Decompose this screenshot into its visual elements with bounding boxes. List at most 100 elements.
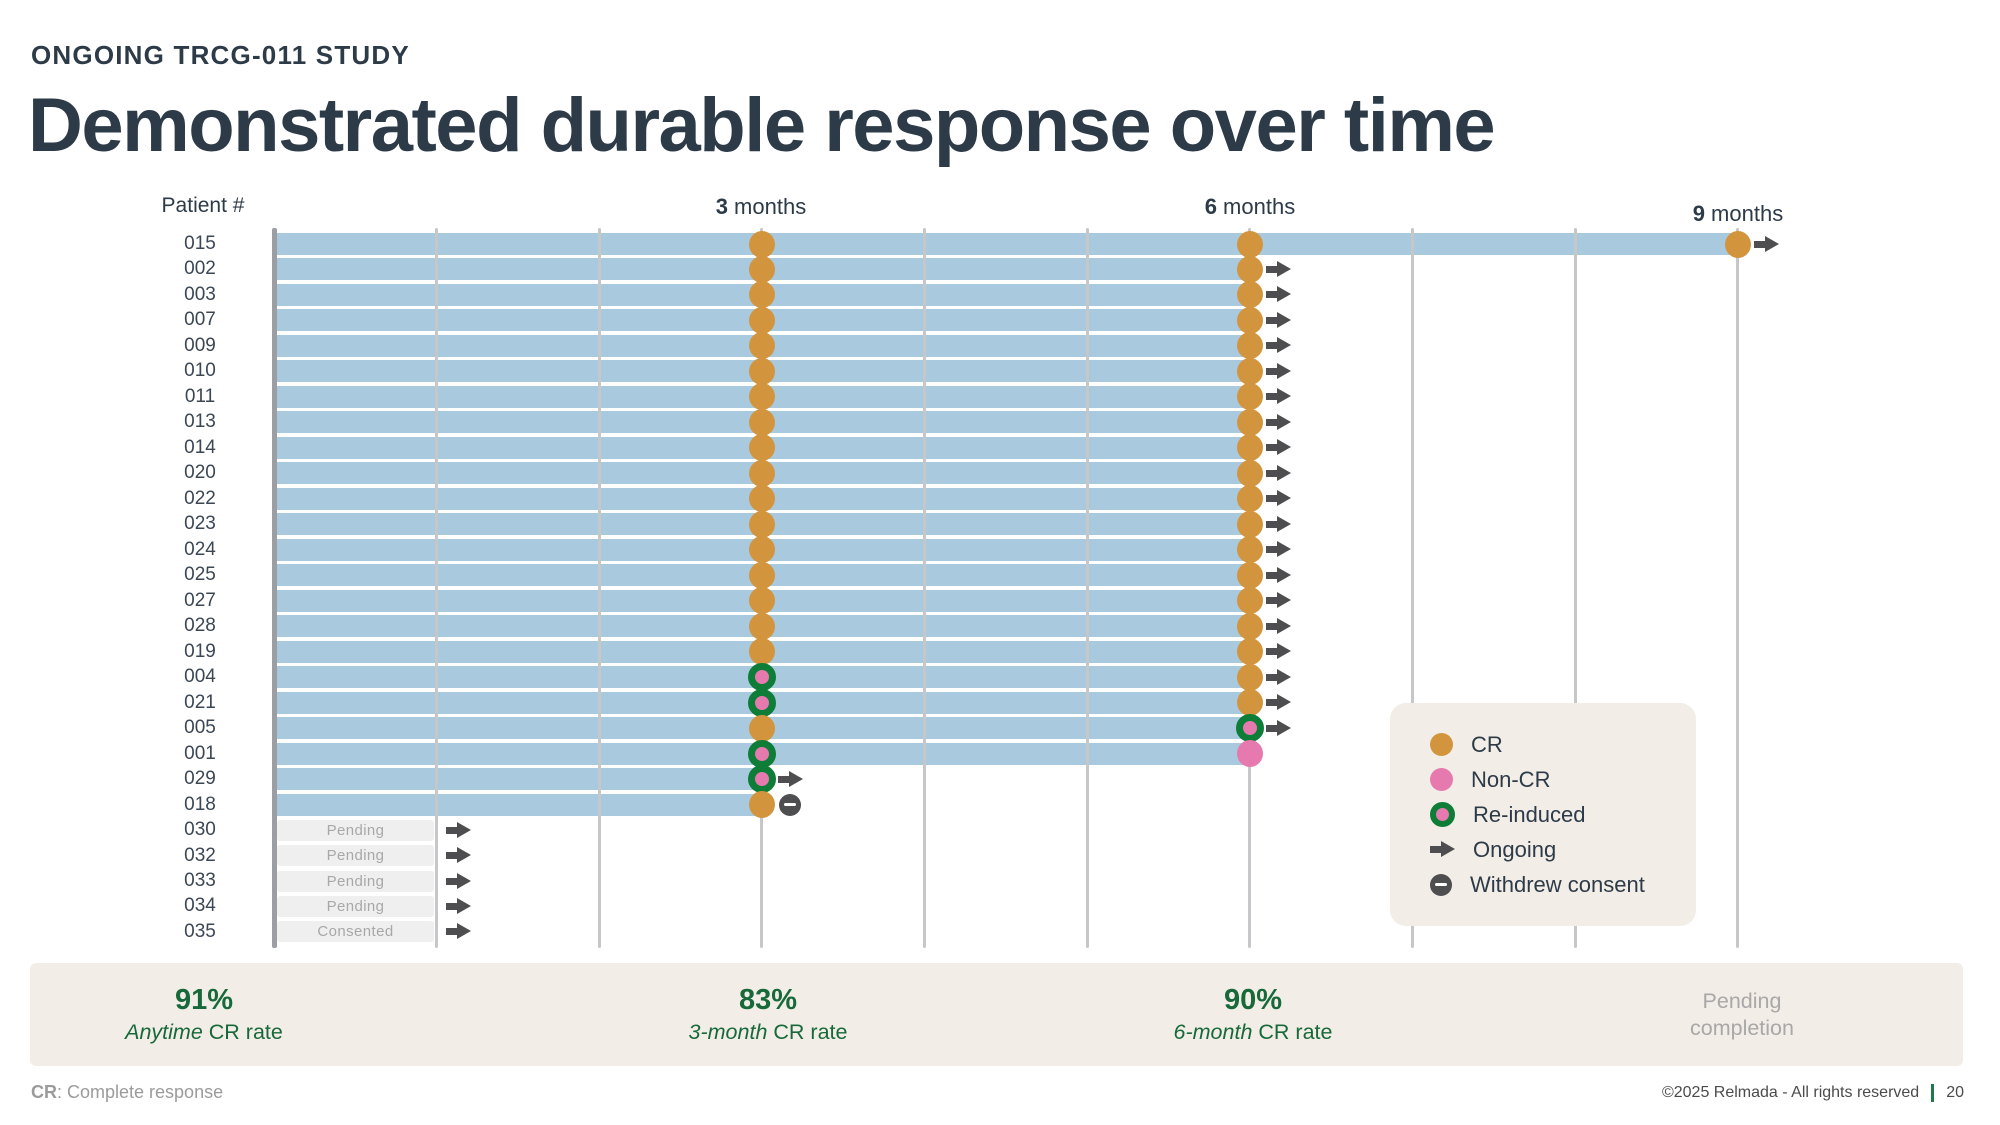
cr-marker xyxy=(1236,510,1263,538)
cr-marker xyxy=(1236,638,1263,666)
non-cr-marker xyxy=(1236,740,1263,768)
summary-stats-band: 91% Anytime CR rate 83% 3-month CR rate … xyxy=(30,963,1963,1066)
gridline-month-2 xyxy=(597,228,601,948)
cr-marker xyxy=(1236,306,1263,334)
patient-id-label: 035 xyxy=(184,920,216,942)
status-box: Consented xyxy=(277,921,434,943)
status-box-label: Pending xyxy=(326,821,385,839)
ongoing-arrow-icon xyxy=(1265,311,1291,329)
cr-marker xyxy=(748,332,775,360)
patient-id-label: 019 xyxy=(184,640,216,662)
ongoing-arrow-icon xyxy=(446,872,471,890)
stat-pending-completion: Pending completion xyxy=(1690,988,1794,1040)
ongoing-arrow-icon xyxy=(1265,337,1291,354)
cr-marker xyxy=(748,281,775,309)
cr-marker-icon xyxy=(1430,733,1453,756)
axis-tick-3-months: 3 months xyxy=(715,194,807,219)
status-box-label: Consented xyxy=(317,923,394,941)
patient-id-label: 005 xyxy=(184,717,216,739)
patient-id-label: 003 xyxy=(184,283,216,305)
patient-id-label: 027 xyxy=(184,589,216,611)
page-title: Demonstrated durable response over time xyxy=(28,83,1496,168)
patient-id-label: 028 xyxy=(184,615,216,637)
y-axis-line xyxy=(271,228,277,948)
cr-marker xyxy=(1236,408,1263,436)
ongoing-arrow-icon xyxy=(1430,841,1455,858)
patient-id-label: 020 xyxy=(184,462,216,484)
gridline-month-1 xyxy=(435,228,439,948)
page-separator xyxy=(1931,1084,1935,1102)
copyright-line: ©2025 Relmada - All rights reserved 20 xyxy=(1661,1084,1964,1102)
ongoing-arrow-icon xyxy=(1265,260,1291,278)
cr-marker xyxy=(748,434,775,462)
stat-anytime-cr-rate: 91% Anytime CR rate xyxy=(125,983,283,1045)
gridline-month-9 xyxy=(1736,228,1740,948)
patient-id-label: 007 xyxy=(184,309,216,331)
page-number: 20 xyxy=(1946,1084,1964,1101)
status-box: Pending xyxy=(277,870,434,892)
cr-marker xyxy=(1236,689,1263,717)
status-box: Pending xyxy=(277,895,434,917)
ongoing-arrow-icon xyxy=(1753,235,1779,253)
cr-marker xyxy=(1236,485,1263,513)
cr-marker xyxy=(1236,536,1263,564)
patient-id-label: 033 xyxy=(184,870,216,891)
patient-id-label: 024 xyxy=(184,538,216,560)
cr-marker xyxy=(748,561,775,589)
cr-marker xyxy=(1724,230,1751,258)
ongoing-arrow-icon xyxy=(1265,617,1291,635)
patient-id-label: 015 xyxy=(184,233,216,254)
swimlane-bar xyxy=(277,793,765,816)
ongoing-arrow-icon xyxy=(1265,694,1291,711)
patient-id-label: 014 xyxy=(184,436,216,458)
patient-id-label: 010 xyxy=(184,360,216,382)
ongoing-arrow-icon xyxy=(1265,388,1291,405)
cr-marker xyxy=(748,536,775,564)
patient-id-label: 013 xyxy=(184,411,216,433)
cr-marker xyxy=(748,383,775,411)
cr-marker xyxy=(1236,459,1263,487)
cr-marker xyxy=(1236,561,1263,589)
ongoing-arrow-icon xyxy=(1265,592,1291,609)
re-induced-marker xyxy=(747,739,776,768)
legend-item-cr: CR xyxy=(1430,732,1696,757)
status-box-label: Pending xyxy=(326,872,385,890)
cr-marker xyxy=(748,510,775,538)
stat-6-month-cr-rate: 90% 6-month CR rate xyxy=(1173,983,1333,1045)
legend-item-re-induced: Re-induced xyxy=(1430,802,1696,827)
ongoing-arrow-icon xyxy=(1265,439,1291,456)
patient-id-label: 011 xyxy=(184,385,216,407)
non-cr-marker-icon xyxy=(1430,768,1453,791)
cr-marker xyxy=(748,791,775,819)
patient-column-header: Patient # xyxy=(161,194,245,217)
re-induced-marker xyxy=(747,688,776,717)
re-induced-marker xyxy=(747,663,776,692)
gridline-month-7 xyxy=(1410,228,1414,948)
status-box: Pending xyxy=(277,845,434,867)
ongoing-arrow-icon xyxy=(1265,566,1291,584)
patient-id-label: 001 xyxy=(184,742,216,764)
cr-marker xyxy=(748,230,775,258)
re-induced-marker xyxy=(1235,714,1264,743)
cr-marker xyxy=(748,714,775,742)
cr-marker xyxy=(1236,612,1263,640)
patient-id-label: 021 xyxy=(184,691,216,713)
abbreviation-footnote: CR: Complete response xyxy=(31,1082,224,1102)
ongoing-arrow-icon xyxy=(1265,668,1291,686)
ongoing-arrow-icon xyxy=(1265,413,1291,431)
cr-marker xyxy=(748,459,775,487)
axis-tick-9-months: 9 months xyxy=(1692,201,1784,226)
cr-marker xyxy=(1236,255,1263,283)
patient-id-label: 022 xyxy=(184,487,216,509)
re-induced-marker-icon xyxy=(1430,802,1455,827)
swimlane-bar xyxy=(277,233,1741,255)
patient-id-label: 002 xyxy=(184,258,216,280)
withdrew-consent-icon xyxy=(778,793,801,816)
patient-id-label: 029 xyxy=(184,768,216,790)
gridline-month-4 xyxy=(923,228,927,948)
cr-marker xyxy=(1236,663,1263,691)
patient-id-label: 023 xyxy=(184,513,216,535)
cr-marker xyxy=(748,485,775,513)
